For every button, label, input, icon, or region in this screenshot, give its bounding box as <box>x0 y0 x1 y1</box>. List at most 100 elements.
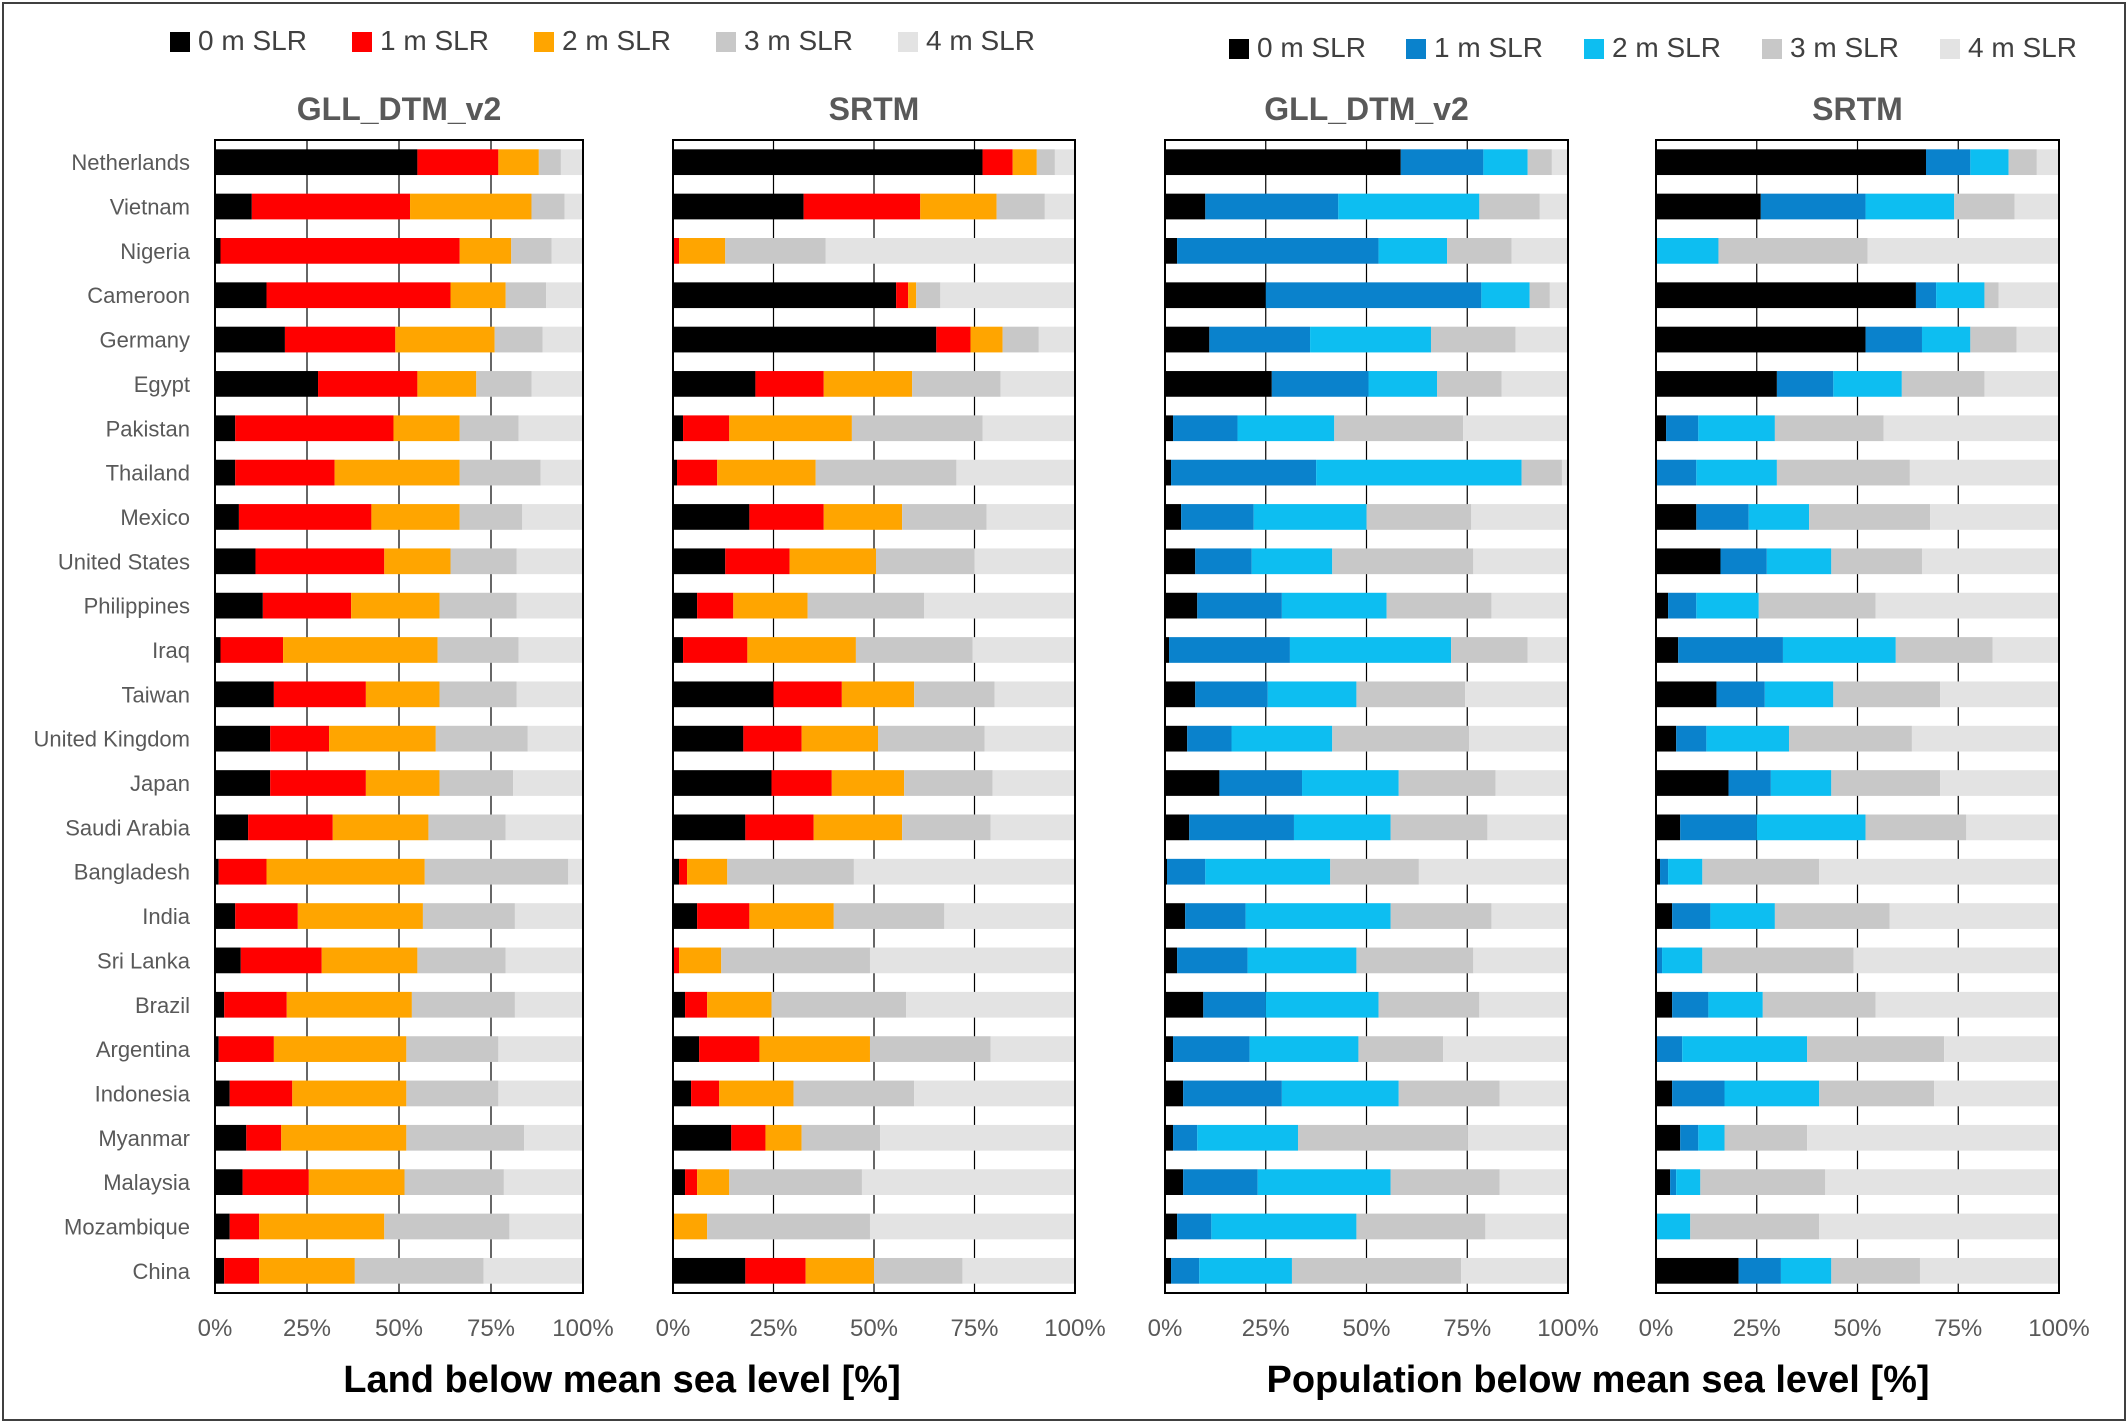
bar-segment <box>924 592 1075 619</box>
legend-swatch <box>1762 39 1782 59</box>
bar-segment <box>1915 282 1937 309</box>
bar-segment <box>970 326 1003 353</box>
legend-swatch <box>534 32 554 52</box>
bar-segment <box>1251 548 1333 575</box>
bar-segment <box>986 504 1075 530</box>
bar-segment <box>831 770 905 796</box>
bar-segment <box>1676 1169 1701 1195</box>
bar-segment <box>1954 193 2015 220</box>
bar-segment <box>266 858 425 885</box>
bar-segment <box>1668 858 1703 885</box>
bar-segment <box>685 991 708 1018</box>
bar-segment <box>518 637 583 663</box>
bar-segment <box>498 149 539 176</box>
bar-segment <box>679 947 722 974</box>
y-category-label: Japan <box>130 771 190 796</box>
bar-segment <box>1656 947 1663 974</box>
bar-segment <box>1970 326 2017 353</box>
bar-segment <box>876 548 975 575</box>
bar-segment <box>1332 725 1470 752</box>
bar-segment <box>1189 814 1294 841</box>
plot-frame <box>672 139 1076 1294</box>
bar-segment <box>869 1036 991 1062</box>
bar-segment <box>215 149 418 176</box>
bar-segment <box>1527 149 1552 176</box>
bar-segment <box>1167 858 1206 885</box>
bar-segment <box>439 770 514 796</box>
bar-segment <box>365 681 440 708</box>
bar-segment <box>1774 903 1890 929</box>
x-tick-label: 25% <box>1242 1315 1290 1342</box>
bar-segment <box>417 371 477 397</box>
bar-segment <box>869 947 1075 974</box>
bar-segment <box>1165 1124 1174 1151</box>
bar-segment <box>902 814 991 841</box>
bar-segment <box>920 193 997 220</box>
y-category-label: Pakistan <box>106 416 190 441</box>
bar-segment <box>1831 548 1922 575</box>
bar-segment <box>1356 947 1474 974</box>
bar-segment <box>673 814 746 841</box>
bar-segment <box>1911 725 2059 752</box>
bar-segment <box>1461 1257 1568 1284</box>
y-category-label: Argentina <box>96 1037 191 1062</box>
bar-segment <box>1656 991 1673 1018</box>
x-tick-label: 75% <box>467 1315 515 1342</box>
bar-segment <box>262 592 352 619</box>
bar-segment <box>1515 326 1568 353</box>
bar-segment <box>673 282 897 309</box>
bar-segment <box>215 1080 230 1107</box>
bar-segment <box>1000 371 1075 397</box>
bar-segment <box>1012 149 1037 176</box>
bar-segment <box>1668 592 1697 619</box>
bar-segment <box>962 1257 1075 1284</box>
bar-segment <box>1165 1257 1172 1284</box>
bar-segment <box>936 326 971 353</box>
bar-segment <box>673 858 680 885</box>
bar-segment <box>1358 1036 1444 1062</box>
y-category-label: Thailand <box>106 461 190 486</box>
bar-segment <box>1165 637 1170 663</box>
panel-title: GLL_DTM_v2 <box>297 91 501 127</box>
bar-segment <box>220 637 284 663</box>
bar-segment <box>218 858 267 885</box>
bar-segment <box>731 1124 766 1151</box>
bar-segment <box>251 193 411 220</box>
bar-segment <box>1819 858 2059 885</box>
bar-segment <box>1944 1036 2059 1062</box>
bar-segment <box>498 1036 583 1062</box>
bar-segment <box>1165 1080 1184 1107</box>
x-tick-label: 100% <box>1044 1315 1105 1342</box>
legend-swatch <box>716 32 736 52</box>
bar-segment <box>1656 1124 1681 1151</box>
bar-segment <box>1231 725 1333 752</box>
bar-segment <box>1656 149 1927 176</box>
x-tick-label: 75% <box>1443 1315 1491 1342</box>
bar-segment <box>1875 592 2059 619</box>
bar-segment <box>878 725 985 752</box>
bar-segment <box>972 637 1075 663</box>
bar-segment <box>1165 1169 1184 1195</box>
bar-segment <box>916 282 941 309</box>
bar-segment <box>1819 1080 1935 1107</box>
bar-segment <box>1883 415 2059 442</box>
bar-segment <box>1316 459 1522 486</box>
bar-segment <box>773 681 842 708</box>
bar-segment <box>1716 681 1765 708</box>
bar-segment <box>1463 415 1568 442</box>
bar-segment <box>1984 282 1999 309</box>
bar-segment <box>1656 282 1916 309</box>
bar-segment <box>1447 238 1512 264</box>
bar-segment <box>1521 459 1562 486</box>
bar-segment <box>685 1169 698 1195</box>
x-tick-label: 50% <box>1342 1315 1390 1342</box>
bar-segment <box>851 415 983 442</box>
bar-segment <box>435 725 528 752</box>
bar-segment <box>1774 415 1884 442</box>
bar-segment <box>974 548 1075 575</box>
bar-segment <box>869 1213 1075 1240</box>
bar-segment <box>1265 991 1379 1018</box>
bar-segment <box>805 1257 874 1284</box>
bar-segment <box>1177 1213 1212 1240</box>
bar-segment <box>1165 459 1172 486</box>
